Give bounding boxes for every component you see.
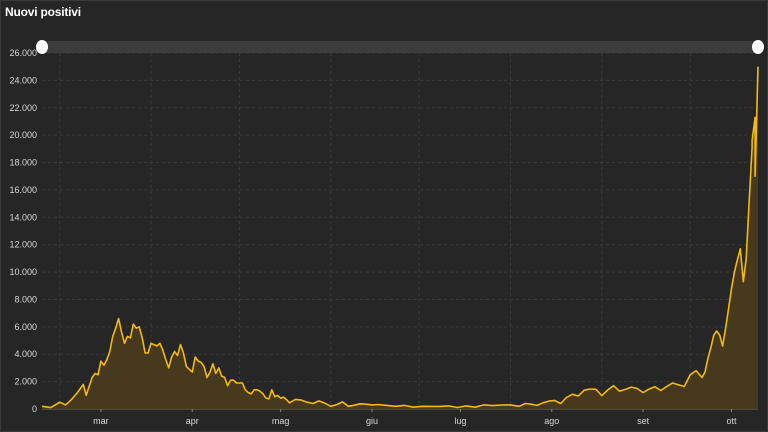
series-line — [41, 66, 759, 409]
y-tick-label: 22.000 — [9, 103, 37, 113]
range-slider-start-handle[interactable] — [36, 40, 48, 54]
y-tick-label: 2.000 — [14, 377, 37, 387]
x-tick-label: set — [637, 416, 650, 426]
x-tick-label: mag — [272, 416, 290, 426]
y-tick-label: 20.000 — [9, 130, 37, 140]
y-tick-label: 14.000 — [9, 212, 37, 222]
chart-title: Nuovi positivi — [5, 5, 81, 19]
x-tick-label: mar — [93, 416, 109, 426]
x-tick-label: ott — [726, 416, 737, 426]
y-tick-label: 24.000 — [9, 75, 37, 85]
y-tick-label: 10.000 — [9, 267, 37, 277]
x-tick-label: ago — [544, 416, 559, 426]
x-tick-label: giu — [366, 416, 378, 426]
series-area — [42, 66, 758, 409]
y-tick-label: 18.000 — [9, 158, 37, 168]
x-tick-label: lug — [454, 416, 466, 426]
y-tick-label: 0 — [32, 404, 37, 414]
y-tick-label: 4.000 — [14, 349, 37, 359]
x-tick-label: apr — [186, 416, 199, 426]
y-tick-label: 8.000 — [14, 294, 37, 304]
y-tick-label: 26.000 — [9, 48, 37, 58]
y-tick-label: 6.000 — [14, 322, 37, 332]
y-tick-label: 12.000 — [9, 240, 37, 250]
y-tick-label: 16.000 — [9, 185, 37, 195]
range-slider-track[interactable] — [42, 41, 758, 53]
range-slider-end-handle[interactable] — [752, 40, 764, 54]
